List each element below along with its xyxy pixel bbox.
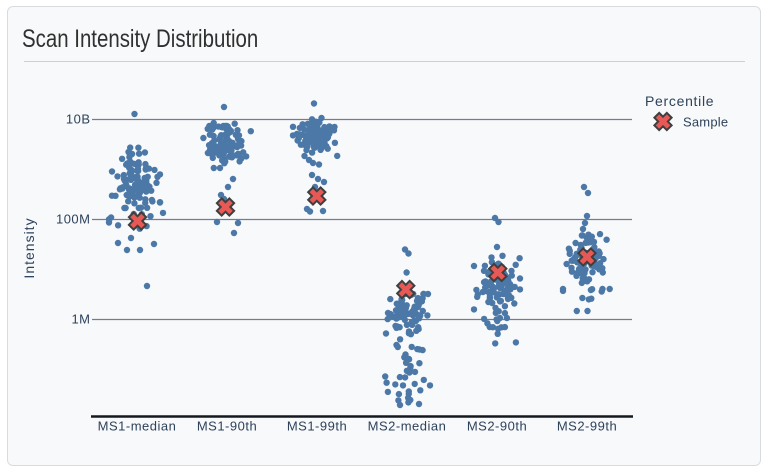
svg-text:MS1-90th: MS1-90th bbox=[197, 419, 257, 434]
svg-text:MS2-99th: MS2-99th bbox=[557, 419, 617, 434]
svg-text:1M: 1M bbox=[71, 312, 90, 327]
svg-text:Sample: Sample bbox=[683, 115, 728, 130]
svg-text:Intensity: Intensity bbox=[21, 217, 37, 278]
svg-text:MS1-median: MS1-median bbox=[98, 419, 177, 434]
svg-text:MS1-99th: MS1-99th bbox=[287, 419, 347, 434]
svg-text:100M: 100M bbox=[56, 212, 91, 227]
svg-text:MS2-median: MS2-median bbox=[368, 419, 447, 434]
svg-text:10B: 10B bbox=[66, 112, 91, 127]
svg-text:Percentile: Percentile bbox=[645, 93, 714, 109]
svg-text:MS2-90th: MS2-90th bbox=[467, 419, 527, 434]
